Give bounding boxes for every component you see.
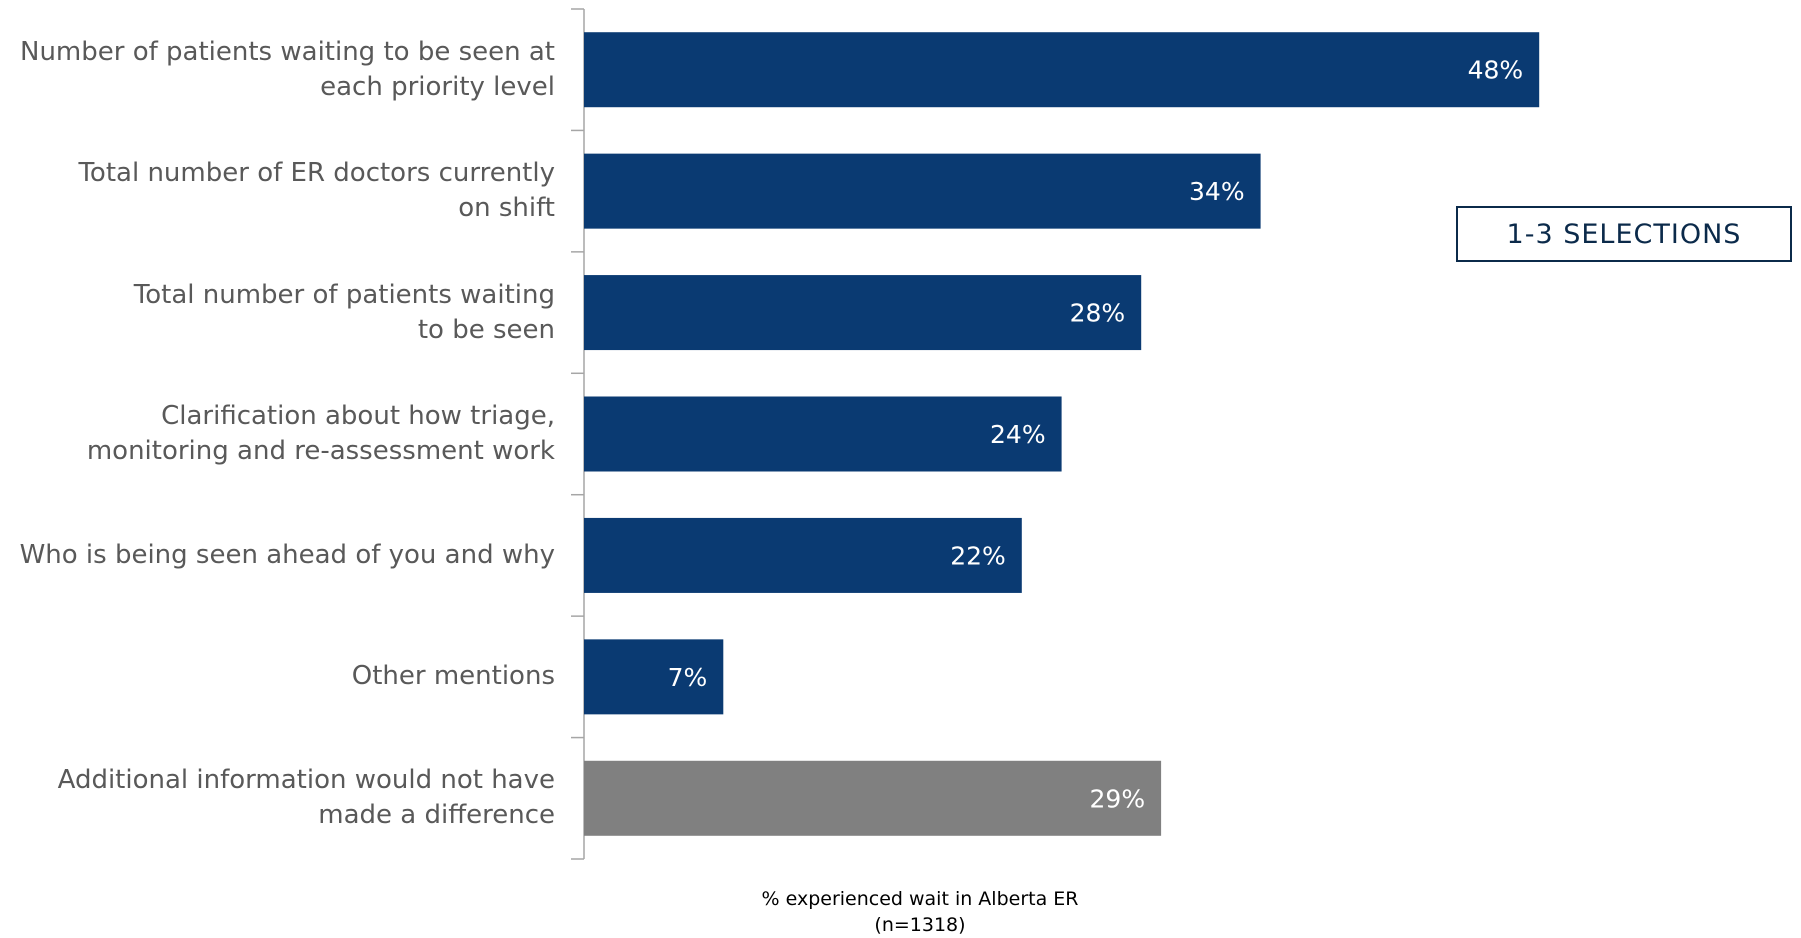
- category-label: Number of patients waiting to be seen at…: [20, 36, 555, 102]
- bar: [584, 275, 1142, 351]
- value-labels: 48% 34% 28% 24% 22% 7% 29%: [668, 56, 1524, 814]
- category-label: Total number of ER doctors currently on …: [78, 158, 555, 224]
- bar-value-label: 48%: [1468, 56, 1524, 85]
- category-label: Clarification about how triage, monitori…: [86, 401, 555, 466]
- bar: [584, 639, 724, 715]
- bar: [584, 32, 1540, 108]
- category-axis: [571, 8, 585, 860]
- category-label: Additional information would not have ma…: [57, 765, 555, 831]
- bar-value-label: 29%: [1090, 784, 1146, 813]
- selections-note-text: 1-3 SELECTIONS: [1506, 218, 1742, 250]
- x-axis-caption: % experienced wait in Alberta ER (n=1318…: [670, 886, 1170, 938]
- bar-value-label: 24%: [990, 420, 1046, 449]
- bar: [584, 517, 1022, 593]
- selections-note: 1-3 SELECTIONS: [1456, 206, 1792, 262]
- bar-value-label: 7%: [668, 663, 708, 692]
- bar-value-label: 22%: [950, 541, 1006, 570]
- category-label: Total number of patients waiting to be s…: [133, 279, 555, 345]
- bar: [584, 760, 1162, 836]
- category-label: Who is being seen ahead of you and why: [19, 539, 555, 570]
- bars: [584, 32, 1540, 836]
- x-axis-subtitle: (n=1318): [874, 914, 966, 936]
- bar: [584, 153, 1261, 229]
- category-label: Other mentions: [351, 661, 555, 692]
- bar: [584, 396, 1062, 472]
- bar-value-label: 28%: [1070, 299, 1126, 328]
- x-axis-title: % experienced wait in Alberta ER: [761, 888, 1079, 910]
- bar-value-label: 34%: [1189, 177, 1245, 206]
